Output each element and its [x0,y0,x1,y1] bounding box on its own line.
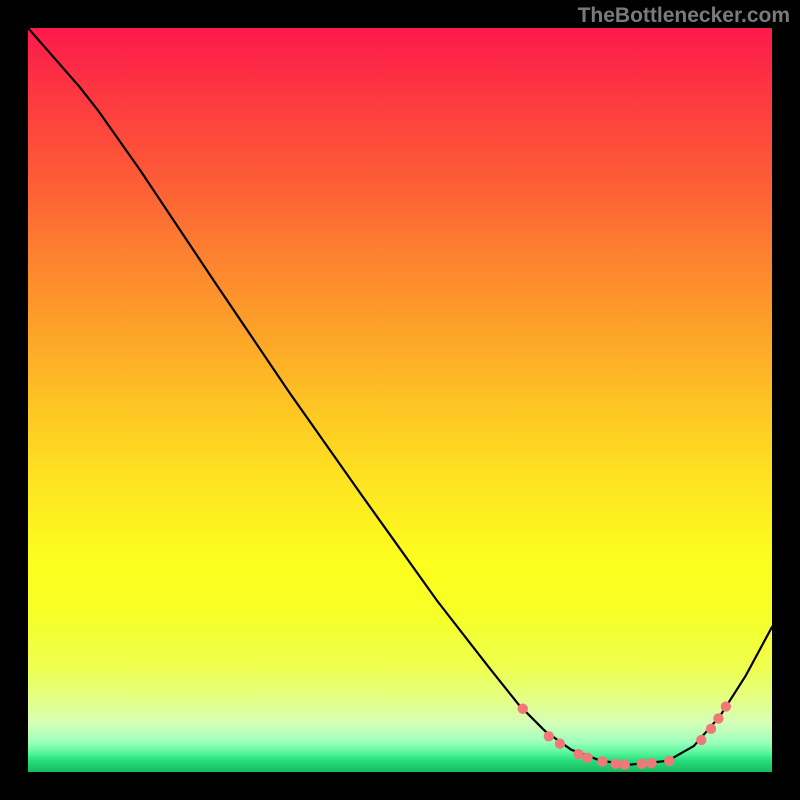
plot-svg [28,28,772,772]
plot-area [28,28,772,772]
data-marker [518,704,528,714]
data-marker [696,735,706,745]
data-marker [646,758,656,768]
data-marker [582,753,592,763]
data-marker [721,701,731,711]
data-marker [555,739,565,749]
data-marker [573,749,583,759]
data-marker [544,731,554,741]
data-marker [706,724,716,734]
data-marker [619,759,629,769]
data-marker [713,713,723,723]
data-marker [637,759,647,769]
data-marker [597,756,607,766]
plot-background [28,28,772,772]
data-marker [611,759,621,769]
data-marker [664,756,674,766]
chart-container: TheBottlenecker.com [0,0,800,800]
watermark-text: TheBottlenecker.com [578,4,790,28]
